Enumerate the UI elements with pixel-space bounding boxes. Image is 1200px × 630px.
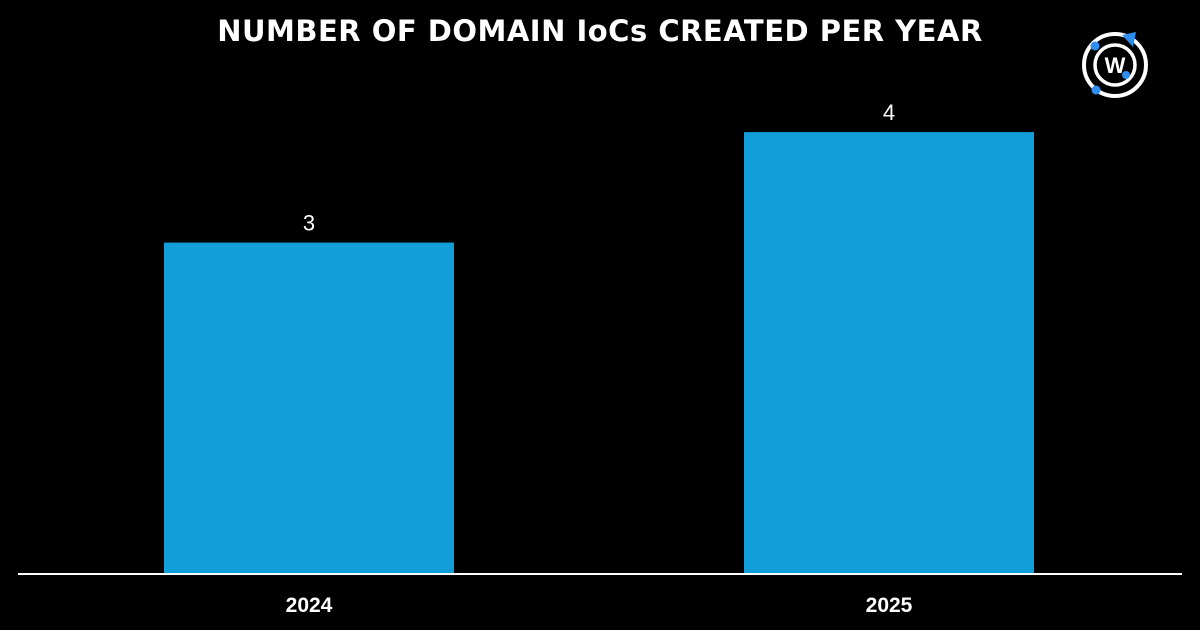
x-tick-label-2024: 2024	[286, 594, 333, 617]
x-tick-label-2025: 2025	[866, 594, 913, 617]
bar-2024	[164, 242, 454, 575]
data-label-2025: 4	[883, 100, 895, 125]
watchtowr-logo-icon: W	[1082, 32, 1148, 98]
bar-2025	[744, 132, 1034, 574]
chart-title: NUMBER OF DOMAIN IoCs CREATED PER YEAR	[217, 14, 983, 48]
data-label-2024: 3	[303, 211, 315, 236]
logo-letter: W	[1105, 53, 1126, 78]
